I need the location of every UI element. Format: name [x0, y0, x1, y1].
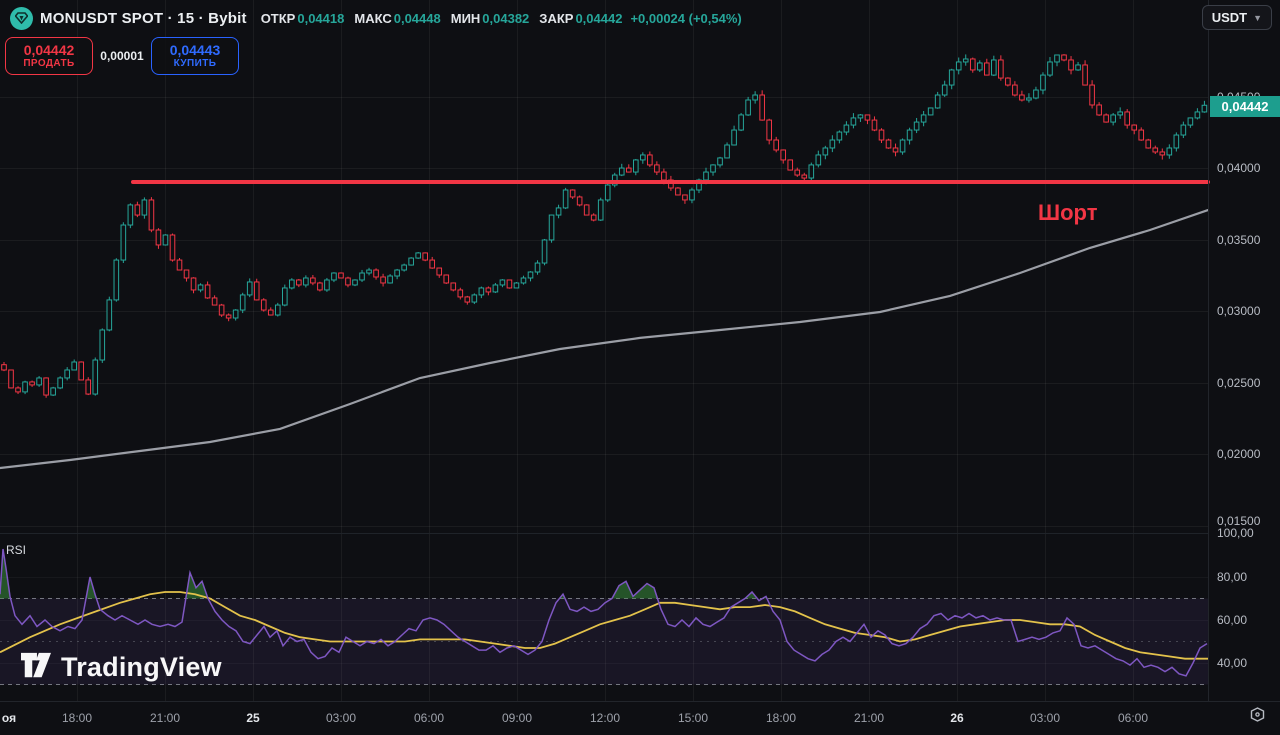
- time-axis-label: 21:00: [853, 711, 885, 725]
- chart-header: MONUSDT SPOT · 15 · Bybit ОТКР 0,04418 М…: [10, 4, 742, 32]
- currency-label: USDT: [1211, 10, 1248, 25]
- axis-settings-icon[interactable]: [1249, 706, 1266, 728]
- tradingview-logo-icon: [20, 650, 52, 685]
- sell-price: 0,04442: [23, 42, 75, 59]
- time-axis-label: оя: [1, 711, 17, 725]
- time-axis-label: 03:00: [1029, 711, 1061, 725]
- price-axis-label: 0,01500: [1217, 514, 1261, 528]
- time-axis-label: 25: [246, 711, 260, 725]
- sell-button[interactable]: 0,04442 ПРОДАТЬ: [5, 37, 93, 75]
- price-axis-label: 100,00: [1217, 526, 1254, 540]
- buy-price: 0,04443: [169, 42, 221, 59]
- time-axis-label: 09:00: [501, 711, 533, 725]
- time-axis-label: 21:00: [149, 711, 181, 725]
- price-axis-label: 0,02000: [1217, 447, 1261, 461]
- time-axis-label: 03:00: [325, 711, 357, 725]
- price-axis-label: 0,03000: [1217, 304, 1261, 318]
- sell-side-label: ПРОДАТЬ: [23, 58, 75, 70]
- chevron-down-icon: ▼: [1253, 12, 1262, 23]
- currency-dropdown[interactable]: USDT ▼: [1201, 5, 1272, 30]
- price-axis-label: 80,00: [1217, 570, 1248, 584]
- low-label: МИН: [450, 10, 481, 26]
- price-axis[interactable]: 0,04442 0,045000,040000,035000,030000,02…: [1208, 0, 1280, 701]
- low-value: 0,04382: [482, 10, 530, 26]
- time-axis[interactable]: оя 18:00 21:00 25 03:00 06:00 09:00 12:00 15:00 1…: [0, 701, 1280, 735]
- time-axis-label: 15:00: [677, 711, 709, 725]
- open-value: 0,04418: [297, 10, 345, 26]
- price-axis-label: 0,03500: [1217, 233, 1261, 247]
- close-label: ЗАКР: [539, 10, 574, 26]
- high-value: 0,04448: [393, 10, 441, 26]
- trade-panel: 0,04442 ПРОДАТЬ 0,00001 0,04443 КУПИТЬ: [5, 37, 239, 75]
- price-axis-label: 40,00: [1217, 656, 1248, 670]
- time-axis-label: 18:00: [61, 711, 93, 725]
- last-price-badge: 0,04442: [1210, 96, 1280, 117]
- time-axis-label: 06:00: [1117, 711, 1149, 725]
- time-axis-label: 06:00: [413, 711, 445, 725]
- time-axis-label: 18:00: [765, 711, 797, 725]
- price-axis-label: 0,04000: [1217, 161, 1261, 175]
- buy-side-label: КУПИТЬ: [173, 58, 217, 70]
- close-value: 0,04442: [575, 10, 623, 26]
- tradingview-watermark: TradingView: [20, 650, 222, 685]
- time-axis-label: 26: [950, 711, 964, 725]
- price-axis-label: 0,02500: [1217, 376, 1261, 390]
- time-axis-label: 12:00: [589, 711, 621, 725]
- tradingview-watermark-text: TradingView: [61, 652, 222, 682]
- symbol-title[interactable]: MONUSDT SPOT · 15 · Bybit: [40, 9, 247, 27]
- price-axis-label: 60,00: [1217, 613, 1248, 627]
- rsi-indicator-label[interactable]: RSI: [6, 543, 27, 557]
- change-value: +0,00024 (+0,54%): [630, 10, 742, 26]
- symbol-logo-icon: [10, 6, 33, 30]
- spread-value: 0,00001: [100, 49, 144, 63]
- short-annotation-label: Шорт: [1038, 200, 1098, 225]
- high-label: МАКС: [354, 10, 392, 26]
- buy-button[interactable]: 0,04443 КУПИТЬ: [151, 37, 239, 75]
- open-label: ОТКР: [260, 10, 296, 26]
- ohlc-readout: ОТКР 0,04418 МАКС 0,04448 МИН 0,04382 ЗА…: [261, 11, 742, 26]
